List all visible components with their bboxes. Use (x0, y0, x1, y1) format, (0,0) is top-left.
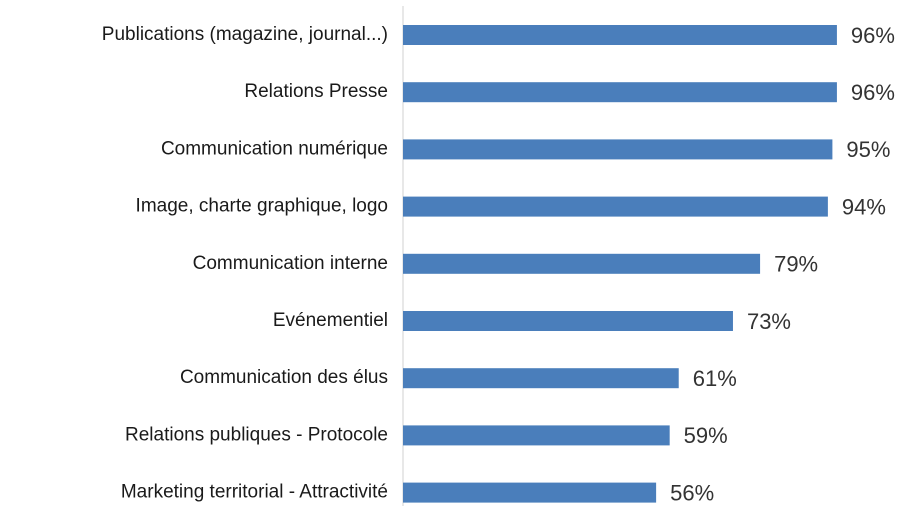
value-label: 96% (851, 80, 895, 105)
category-label: Marketing territorial - Attractivité (121, 482, 388, 503)
value-label: 79% (774, 252, 818, 277)
category-label: Image, charte graphique, logo (136, 196, 388, 217)
category-label: Publications (magazine, journal...) (102, 24, 388, 45)
bar (403, 196, 828, 217)
bar (403, 139, 833, 160)
value-label: 56% (670, 480, 714, 505)
category-label: Communication interne (193, 253, 388, 274)
category-label: Communication des élus (180, 367, 388, 388)
value-label: 61% (693, 366, 737, 391)
value-label: 96% (851, 23, 895, 48)
category-label: Relations Presse (244, 81, 388, 102)
bar (403, 368, 679, 389)
bar (403, 25, 837, 45)
category-label: Evénementiel (273, 310, 388, 331)
value-label: 95% (846, 137, 890, 162)
bar (403, 311, 733, 331)
value-label: 59% (684, 423, 728, 448)
bar (403, 482, 657, 503)
bar (403, 425, 670, 446)
value-label: 94% (842, 194, 886, 219)
value-label: 73% (747, 309, 791, 334)
bar (403, 253, 761, 274)
bar (403, 82, 837, 103)
category-label: Relations publiques - Protocole (125, 424, 388, 445)
category-label: Communication numérique (161, 138, 388, 159)
